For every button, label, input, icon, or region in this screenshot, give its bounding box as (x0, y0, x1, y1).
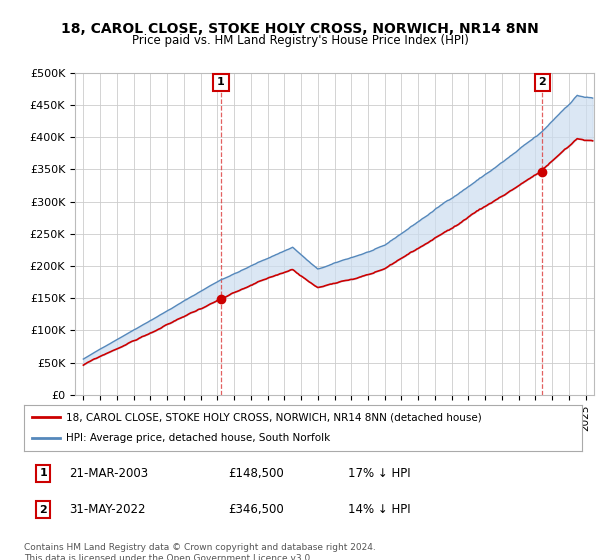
Text: HPI: Average price, detached house, South Norfolk: HPI: Average price, detached house, Sout… (66, 433, 330, 444)
Text: 1: 1 (217, 77, 225, 87)
Text: Price paid vs. HM Land Registry's House Price Index (HPI): Price paid vs. HM Land Registry's House … (131, 34, 469, 47)
Text: 2: 2 (40, 505, 47, 515)
Text: 31-MAY-2022: 31-MAY-2022 (69, 503, 146, 516)
Text: £346,500: £346,500 (228, 503, 284, 516)
Text: 2: 2 (539, 77, 547, 87)
Text: 14% ↓ HPI: 14% ↓ HPI (348, 503, 410, 516)
Text: 18, CAROL CLOSE, STOKE HOLY CROSS, NORWICH, NR14 8NN: 18, CAROL CLOSE, STOKE HOLY CROSS, NORWI… (61, 22, 539, 36)
Text: 21-MAR-2003: 21-MAR-2003 (69, 466, 148, 480)
Text: Contains HM Land Registry data © Crown copyright and database right 2024.
This d: Contains HM Land Registry data © Crown c… (24, 543, 376, 560)
Text: 17% ↓ HPI: 17% ↓ HPI (348, 466, 410, 480)
Text: 1: 1 (40, 468, 47, 478)
Text: £148,500: £148,500 (228, 466, 284, 480)
Text: 18, CAROL CLOSE, STOKE HOLY CROSS, NORWICH, NR14 8NN (detached house): 18, CAROL CLOSE, STOKE HOLY CROSS, NORWI… (66, 412, 482, 422)
